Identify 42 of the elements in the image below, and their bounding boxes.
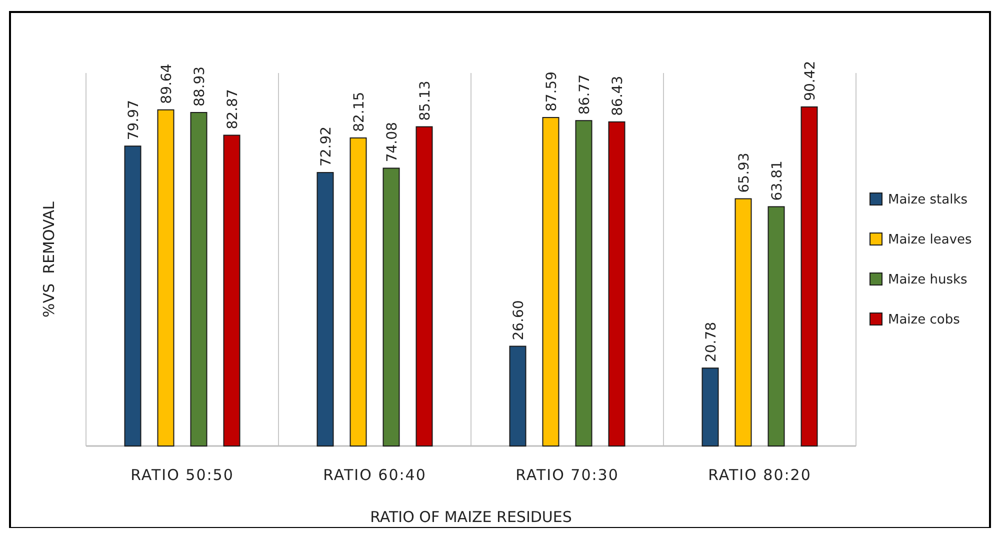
bar [768, 206, 785, 446]
data-label: 88.93 [192, 66, 208, 106]
data-label: 89.64 [158, 64, 175, 104]
x-axis-title: RATIO OF MAIZE RESIDUES [370, 508, 572, 526]
bar [734, 198, 752, 446]
bar [124, 146, 142, 446]
bar [702, 368, 719, 446]
data-label: 86.43 [610, 76, 626, 116]
bar [542, 117, 560, 446]
x-tick-label: RATIO 60:40 [323, 466, 426, 484]
bar [608, 121, 626, 446]
data-label: 72.92 [318, 126, 334, 167]
bar [800, 106, 818, 446]
bar [316, 172, 334, 446]
legend-label: Maize stalks [888, 192, 968, 208]
bar [223, 134, 240, 446]
bar [416, 126, 433, 446]
data-label: 74.08 [384, 122, 400, 162]
bar [509, 346, 526, 446]
legend-label: Maize leaves [888, 232, 972, 248]
data-label: 79.97 [126, 100, 142, 140]
bar [350, 137, 367, 446]
x-tick-label: RATIO 80:20 [708, 466, 812, 484]
data-label: 63.81 [769, 160, 786, 201]
legend-label: Maize husks [888, 272, 968, 288]
x-tick-label: RATIO 50:50 [130, 466, 234, 484]
y-axis-title: %VS REMOVAL [40, 200, 58, 318]
bar [382, 168, 400, 446]
data-label: 65.93 [736, 152, 752, 193]
data-label: 82.87 [224, 89, 241, 130]
data-label: 90.42 [802, 60, 818, 101]
data-label: 20.78 [703, 322, 720, 362]
data-label: 86.77 [576, 74, 593, 115]
data-label: 87.59 [544, 71, 560, 112]
bar [575, 120, 592, 446]
x-tick-label: RATIO 70:30 [516, 466, 619, 484]
legend-label: Maize cobs [888, 312, 960, 328]
data-label: 82.15 [351, 92, 368, 132]
data-label: 26.60 [510, 300, 527, 340]
bar [157, 109, 174, 446]
bar [190, 112, 208, 446]
data-label: 85.13 [417, 80, 434, 121]
